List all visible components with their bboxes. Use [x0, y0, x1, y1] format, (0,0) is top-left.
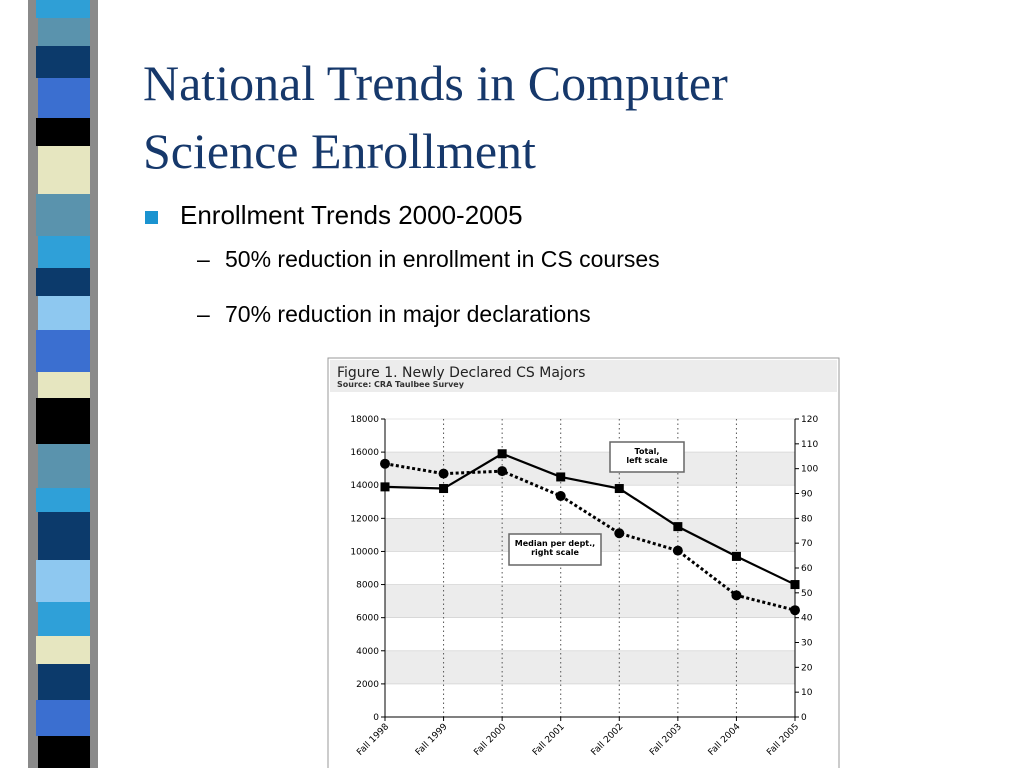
y-tick-label: 18000 [350, 415, 379, 425]
annotation-text: Total, [635, 447, 660, 456]
chart-subtitle: Source: CRA Taulbee Survey [337, 380, 465, 389]
y2-tick-label: 50 [801, 589, 813, 599]
marker [672, 545, 683, 556]
annotation-text: Median per dept., [515, 539, 595, 548]
grid-band [385, 584, 795, 618]
y-tick-label: 14000 [350, 481, 379, 491]
y2-tick-label: 20 [801, 663, 813, 673]
grid-band [385, 683, 795, 717]
stripe-decoration [28, 0, 98, 768]
marker [497, 466, 508, 477]
chart-title: Figure 1. Newly Declared CS Majors [337, 365, 585, 381]
grid-band [385, 419, 795, 453]
marker [438, 468, 449, 479]
slide-title: Science Enrollment [143, 123, 536, 179]
grid-band [385, 452, 795, 486]
marker [673, 522, 683, 532]
slide-title: National Trends in Computer [143, 55, 728, 111]
marker [555, 490, 566, 501]
marker [380, 482, 390, 492]
y-tick-label: 2000 [356, 680, 379, 690]
y-tick-label: 12000 [350, 514, 379, 524]
y2-tick-label: 100 [801, 465, 818, 475]
y-tick-label: 4000 [356, 647, 379, 657]
y-tick-label: 10000 [350, 547, 379, 557]
marker [731, 590, 742, 601]
grid-band [385, 617, 795, 651]
marker [556, 472, 566, 482]
y2-tick-label: 120 [801, 415, 818, 425]
bullet-icon [145, 211, 158, 224]
sub-bullet: 70% reduction in major declarations [225, 301, 591, 327]
y2-tick-label: 90 [801, 490, 813, 500]
y-tick-label: 0 [373, 713, 379, 723]
y2-tick-label: 70 [801, 539, 813, 549]
chart: Figure 1. Newly Declared CS Majors Sourc… [327, 357, 840, 768]
dash: – [197, 301, 210, 327]
bullet: Enrollment Trends 2000-2005 [180, 200, 523, 230]
marker [790, 580, 800, 590]
grid-band [385, 485, 795, 519]
marker [731, 551, 741, 561]
y-tick-label: 6000 [356, 614, 379, 624]
y2-tick-label: 80 [801, 514, 813, 524]
annotation-box [609, 441, 685, 473]
annotation-text: left scale [626, 456, 668, 465]
series-line [384, 452, 796, 586]
marker [614, 528, 625, 539]
series-line [384, 462, 796, 612]
grid-band [385, 650, 795, 684]
y2-tick-label: 0 [801, 713, 807, 723]
dash: – [197, 246, 210, 272]
y2-tick-label: 10 [801, 688, 813, 698]
annotation-text: right scale [531, 548, 579, 557]
chart-header [330, 360, 837, 392]
y-tick-label: 8000 [356, 581, 379, 591]
sub-bullet: 50% reduction in enrollment in CS course… [225, 246, 660, 272]
marker [790, 605, 800, 616]
marker [497, 449, 507, 459]
marker [439, 484, 449, 494]
annotation-box [508, 533, 602, 566]
marker [614, 484, 624, 494]
y2-tick-label: 60 [801, 564, 813, 574]
marker [380, 458, 390, 469]
y2-tick-label: 30 [801, 639, 813, 649]
y-tick-label: 16000 [350, 448, 379, 458]
y2-tick-label: 110 [801, 440, 818, 450]
y2-tick-label: 40 [801, 614, 813, 624]
